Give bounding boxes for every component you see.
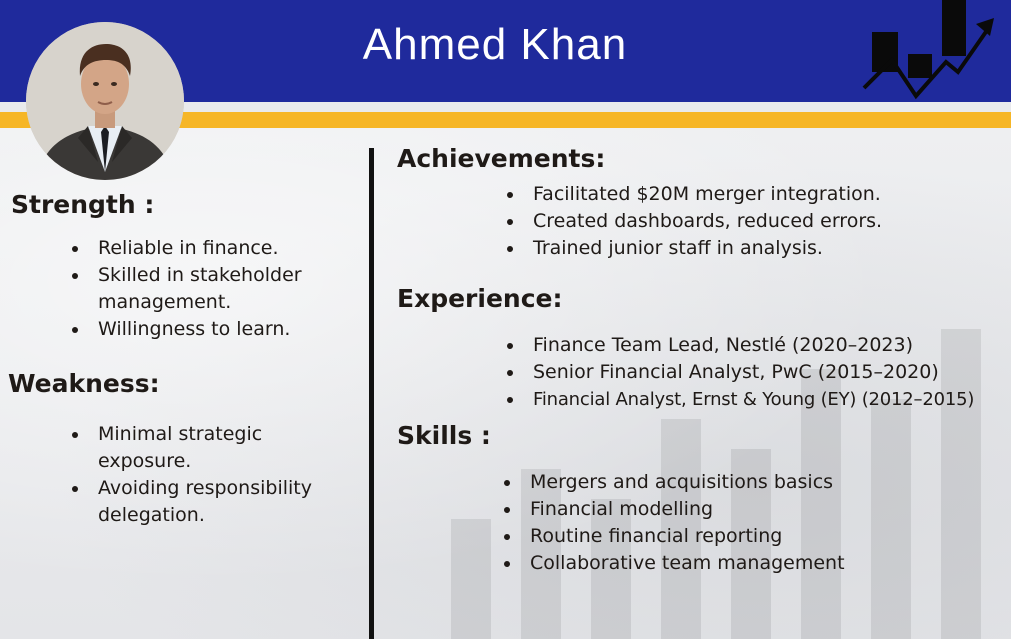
- background-bar-pattern: [451, 329, 981, 639]
- strength-list: Reliable in finance. Skilled in stakehol…: [70, 235, 360, 343]
- list-item: Avoiding responsibility delegation.: [70, 475, 360, 529]
- person-portrait-icon: [26, 22, 184, 180]
- list-item: Financial Analyst, Ernst & Young (EY) (2…: [505, 386, 974, 413]
- list-item: Financial modelling: [502, 496, 845, 523]
- list-item: Minimal strategic exposure.: [70, 421, 360, 475]
- list-item: Created dashboards, reduced errors.: [505, 208, 882, 235]
- list-item: Collaborative team management: [502, 550, 845, 577]
- achievements-heading: Achievements:: [397, 144, 606, 173]
- list-item: Facilitated $20M merger integration.: [505, 181, 882, 208]
- list-item: Senior Financial Analyst, PwC (2015–2020…: [505, 359, 974, 386]
- list-item: Routine financial reporting: [502, 523, 845, 550]
- background-texture: [0, 128, 1011, 639]
- avatar: [26, 22, 184, 180]
- growth-chart-icon: [862, 0, 994, 100]
- experience-heading: Experience:: [397, 284, 563, 313]
- list-item: Skilled in stakeholder management.: [70, 262, 360, 316]
- list-item: Mergers and acquisitions basics: [502, 469, 845, 496]
- list-item: Trained junior staff in analysis.: [505, 235, 882, 262]
- column-divider: [369, 148, 374, 639]
- experience-list: Finance Team Lead, Nestlé (2020–2023) Se…: [505, 332, 974, 413]
- skills-list: Mergers and acquisitions basics Financia…: [502, 469, 845, 577]
- list-item: Willingness to learn.: [70, 316, 360, 343]
- list-item: Finance Team Lead, Nestlé (2020–2023): [505, 332, 974, 359]
- weakness-heading: Weakness:: [8, 369, 160, 398]
- list-item: Reliable in finance.: [70, 235, 360, 262]
- strength-heading: Strength :: [11, 190, 155, 219]
- weakness-list: Minimal strategic exposure. Avoiding res…: [70, 421, 360, 529]
- profile-name: Ahmed Khan: [362, 20, 628, 69]
- accent-stripe: [0, 112, 1011, 128]
- skills-heading: Skills :: [397, 421, 491, 450]
- achievements-list: Facilitated $20M merger integration. Cre…: [505, 181, 882, 262]
